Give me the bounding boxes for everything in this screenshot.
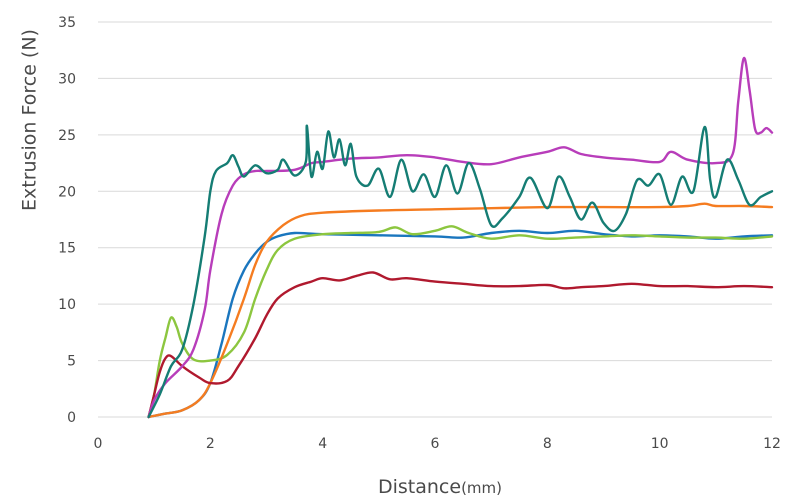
x-tick-labels: 0 2 4 6 8 10 12	[94, 436, 781, 452]
x-tick-label: 6	[431, 436, 440, 452]
x-axis-title: Distance(mm)	[378, 476, 502, 498]
series-line-6	[147, 124, 774, 419]
x-tick-label: 2	[206, 436, 215, 452]
x-axis-title-text: Distance	[378, 476, 461, 498]
gridlines	[98, 21, 772, 418]
series-line-1	[147, 229, 774, 419]
x-tick-label: 12	[763, 436, 781, 452]
y-tick-labels: 0 5 10 15 20 25 30 35	[58, 15, 76, 426]
x-tick-label: 0	[94, 436, 103, 452]
series-line-3	[147, 202, 774, 419]
y-axis-title: Extrusion Force (N)	[19, 29, 41, 211]
y-tick-label: 25	[58, 128, 76, 144]
y-tick-label: 10	[58, 297, 76, 313]
y-tick-label: 35	[58, 15, 76, 31]
y-tick-label: 30	[58, 71, 76, 87]
series-line-5	[147, 56, 774, 419]
x-axis-unit: (mm)	[461, 479, 502, 497]
y-tick-label: 15	[58, 241, 76, 257]
series-line-2	[147, 225, 774, 419]
series-line-4	[147, 271, 774, 419]
x-tick-label: 10	[651, 436, 669, 452]
y-tick-label: 0	[67, 410, 76, 426]
x-tick-label: 4	[318, 436, 327, 452]
y-tick-label: 5	[67, 354, 76, 370]
series-lines	[147, 56, 774, 419]
x-tick-label: 8	[543, 436, 552, 452]
y-tick-label: 20	[58, 184, 76, 200]
